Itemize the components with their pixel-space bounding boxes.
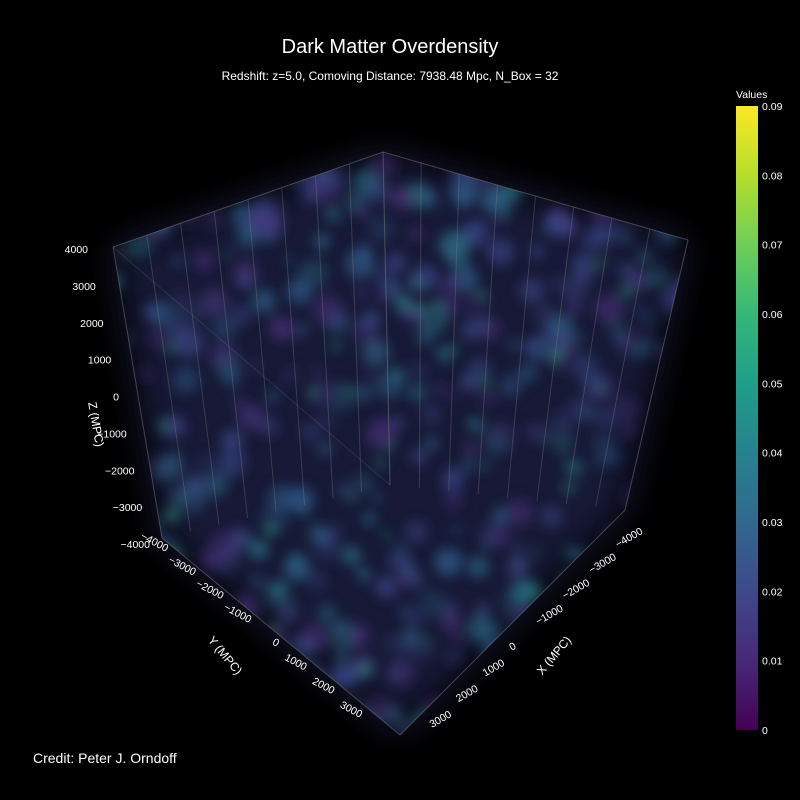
grid bbox=[146, 162, 651, 532]
credit-text: Credit: Peter J. Orndoff bbox=[33, 750, 177, 766]
colorbar-tick: 0.02 bbox=[762, 586, 783, 598]
cube-gridlines bbox=[112, 151, 689, 736]
z-tick-label: −1000 bbox=[97, 428, 127, 440]
z-tick-label: 1000 bbox=[88, 355, 112, 367]
x-axis-title: X (MPC) bbox=[534, 633, 574, 677]
colorbar-title: Values bbox=[736, 89, 767, 101]
volume-render bbox=[113, 152, 688, 735]
colorbar-tick: 0.04 bbox=[762, 448, 783, 460]
z-tick-label: 2000 bbox=[80, 318, 104, 330]
x-tick-label: −1000 bbox=[534, 603, 566, 628]
z-axis-title: Z (MPC) bbox=[85, 401, 107, 448]
colorbar-tick: 0.08 bbox=[762, 170, 783, 182]
colorbar-tick: 0.07 bbox=[762, 240, 783, 252]
colorbar-gradient bbox=[736, 106, 758, 730]
z-tick-label: 4000 bbox=[65, 244, 89, 256]
colorbar-tick: 0.09 bbox=[762, 101, 783, 113]
z-tick-label: −4000 bbox=[121, 539, 151, 551]
z-axis-ticks: 4000 3000 2000 1000 0 −1000 −2000 −3000 −4000 bbox=[65, 244, 151, 551]
colorbar[interactable]: Values 0.09 0.08 0.07 0.06 0.05 0.04 0.03 0.02 0… bbox=[736, 89, 783, 737]
chart-subtitle: Redshift: z=5.0, Comoving Distance: 7938… bbox=[221, 69, 559, 83]
colorbar-tick: 0.01 bbox=[762, 656, 783, 668]
colorbar-tick: 0.03 bbox=[762, 517, 783, 529]
x-tick-label: −3000 bbox=[587, 551, 619, 576]
z-tick-label: −3000 bbox=[113, 502, 143, 514]
x-tick-label: −2000 bbox=[560, 577, 592, 602]
x-tick-label: 2000 bbox=[454, 683, 480, 705]
x-tick-label: 3000 bbox=[428, 708, 454, 730]
x-tick-label: −4000 bbox=[614, 525, 646, 550]
y-axis-title: Y (MPC) bbox=[205, 633, 245, 677]
z-tick-label: 0 bbox=[113, 392, 119, 404]
chart-title: Dark Matter Overdensity bbox=[281, 36, 499, 58]
y-tick-label: 0 bbox=[270, 636, 281, 649]
x-tick-label: 1000 bbox=[481, 657, 507, 679]
x-tick-label: 0 bbox=[507, 640, 518, 653]
colorbar-tick: 0 bbox=[762, 725, 768, 737]
colorbar-tick: 0.05 bbox=[762, 378, 783, 390]
z-tick-label: −2000 bbox=[105, 465, 135, 477]
z-tick-label: 3000 bbox=[72, 281, 96, 293]
colorbar-tick: 0.06 bbox=[762, 309, 783, 321]
